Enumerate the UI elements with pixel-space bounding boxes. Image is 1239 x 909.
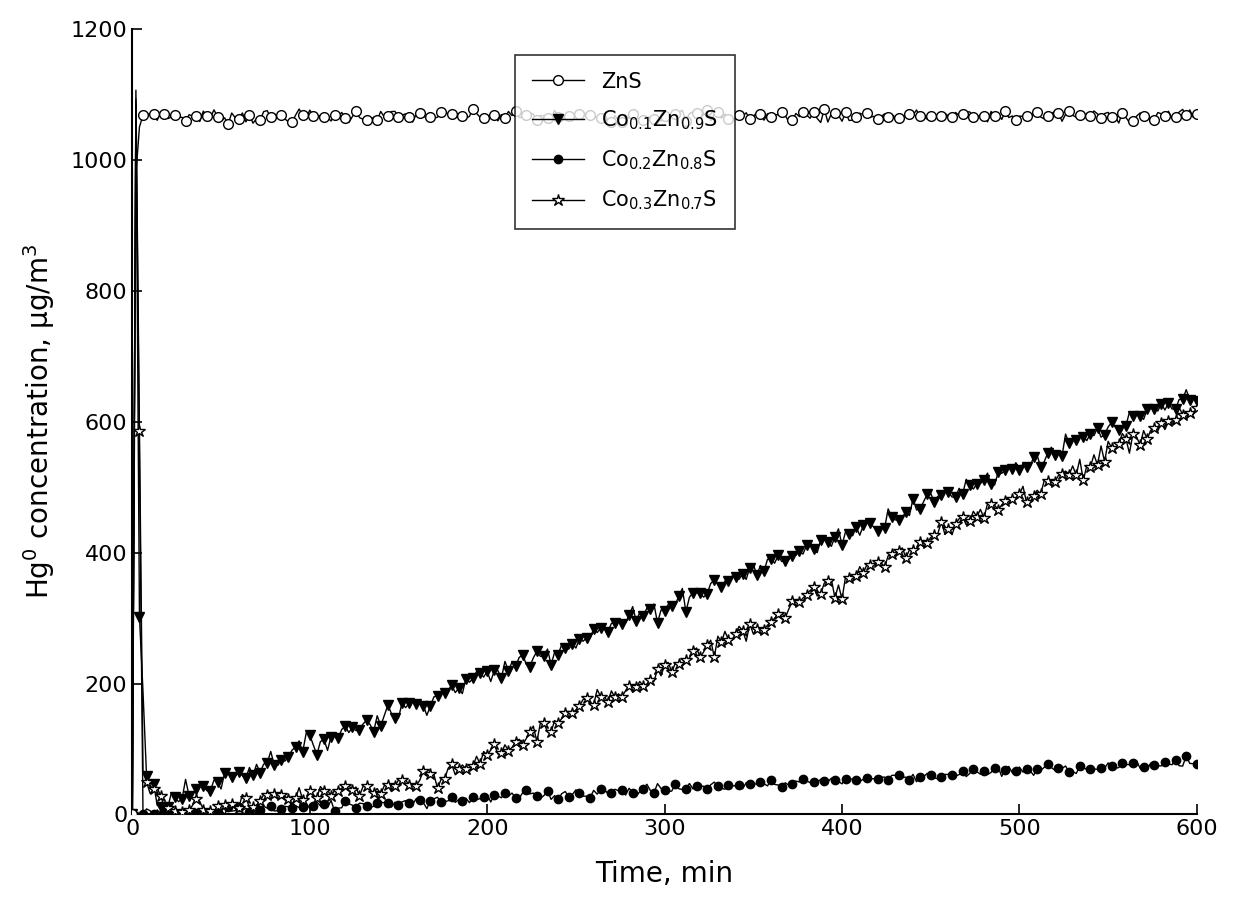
Co$_{0.3}$Zn$_{0.7}$S [966,505,981,516]
ZnS [593,113,608,124]
ZnS [1026,110,1041,121]
Co$_{0.2}$Zn$_{0.8}$S [856,774,871,784]
Co$_{0.3}$Zn$_{0.7}$S [1115,428,1130,439]
Co$_{0.3}$Zn$_{0.7}$S [856,568,871,579]
Co$_{0.1}$Zn$_{0.9}$S [1189,396,1204,407]
Co$_{0.2}$Zn$_{0.8}$S [125,809,140,820]
Co$_{0.1}$Zn$_{0.9}$S [593,623,608,634]
ZnS [558,108,572,119]
ZnS [1189,109,1204,120]
Co$_{0.2}$Zn$_{0.8}$S [1189,758,1204,769]
X-axis label: Time, min: Time, min [596,860,733,888]
Co$_{0.2}$Zn$_{0.8}$S [129,94,144,105]
Co$_{0.1}$Zn$_{0.9}$S [1026,451,1041,462]
Co$_{0.1}$Zn$_{0.9}$S [1115,420,1130,431]
Legend: ZnS, Co$_{0.1}$Zn$_{0.9}$S, Co$_{0.2}$Zn$_{0.8}$S, Co$_{0.3}$Zn$_{0.7}$S: ZnS, Co$_{0.1}$Zn$_{0.9}$S, Co$_{0.2}$Zn… [515,55,735,229]
Co$_{0.3}$Zn$_{0.7}$S [1189,403,1204,414]
ZnS [125,809,140,820]
Co$_{0.3}$Zn$_{0.7}$S [1026,491,1041,502]
Line: Co$_{0.2}$Zn$_{0.8}$S: Co$_{0.2}$Zn$_{0.8}$S [128,95,1201,819]
ZnS [466,104,481,115]
Line: Co$_{0.3}$Zn$_{0.7}$S: Co$_{0.3}$Zn$_{0.7}$S [126,84,1203,821]
Co$_{0.2}$Zn$_{0.8}$S [1026,770,1041,781]
Co$_{0.2}$Zn$_{0.8}$S [1115,757,1130,768]
Co$_{0.2}$Zn$_{0.8}$S [966,764,981,774]
Co$_{0.1}$Zn$_{0.9}$S [966,484,981,494]
Co$_{0.3}$Zn$_{0.7}$S [593,692,608,703]
Co$_{0.3}$Zn$_{0.7}$S [558,707,572,718]
Line: Co$_{0.1}$Zn$_{0.9}$S: Co$_{0.1}$Zn$_{0.9}$S [128,98,1202,819]
Co$_{0.3}$Zn$_{0.7}$S [129,85,144,95]
Co$_{0.1}$Zn$_{0.9}$S [129,97,144,108]
Co$_{0.1}$Zn$_{0.9}$S [125,809,140,820]
Co$_{0.3}$Zn$_{0.7}$S [125,809,140,820]
Co$_{0.1}$Zn$_{0.9}$S [856,520,871,531]
Co$_{0.2}$Zn$_{0.8}$S [593,784,608,794]
Co$_{0.1}$Zn$_{0.9}$S [558,643,572,654]
ZnS [966,111,981,122]
Y-axis label: Hg$^0$ concentration, μg/m$^3$: Hg$^0$ concentration, μg/m$^3$ [21,244,57,599]
Co$_{0.2}$Zn$_{0.8}$S [558,786,572,797]
ZnS [1115,107,1130,118]
ZnS [856,109,871,120]
Line: ZnS: ZnS [128,104,1202,819]
